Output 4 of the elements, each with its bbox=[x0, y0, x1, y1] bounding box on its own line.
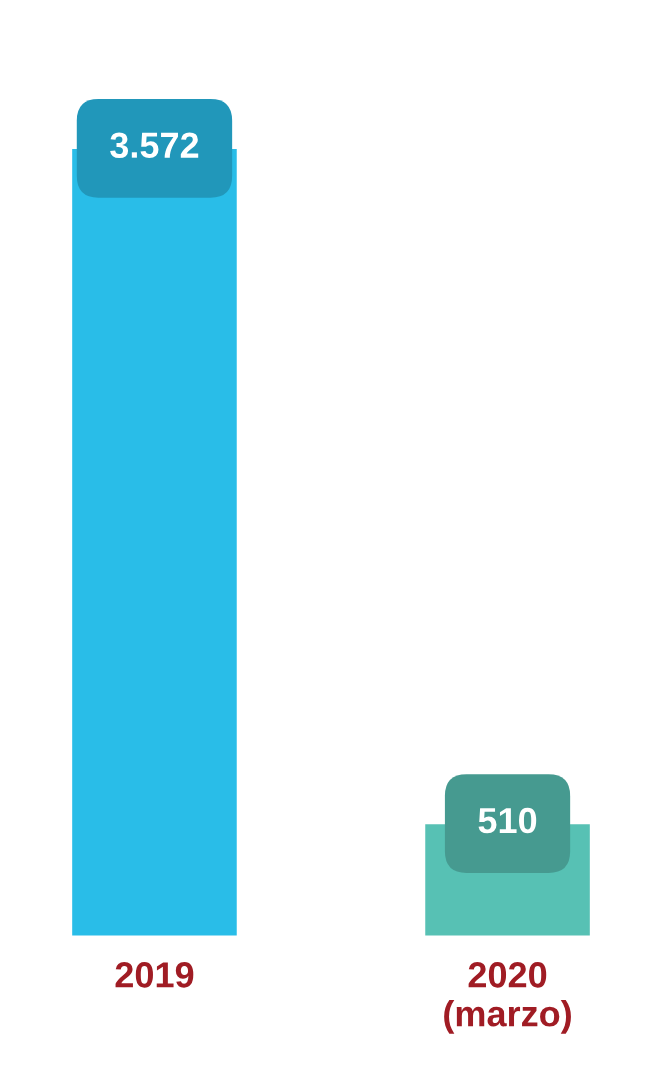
x-tick-label: 2019 bbox=[115, 962, 194, 988]
data-label: 3.572 bbox=[110, 132, 199, 159]
data-label: 510 bbox=[478, 807, 537, 834]
x-tick-label: 2020 (marzo) bbox=[444, 962, 571, 1034]
